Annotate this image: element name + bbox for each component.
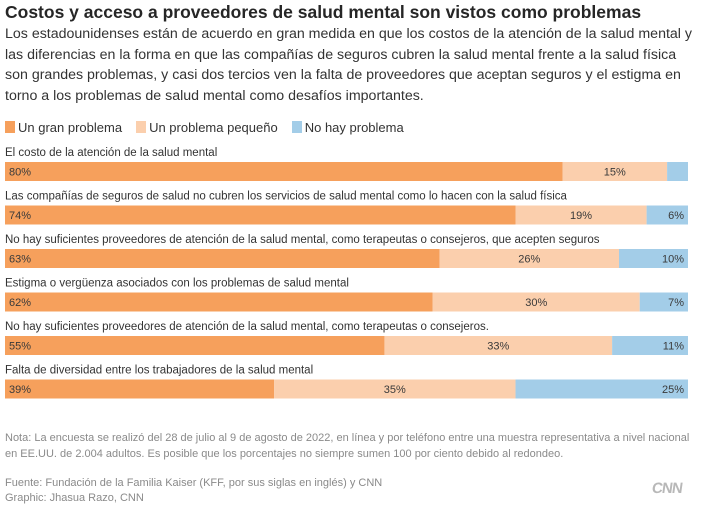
bar-segment-big	[5, 292, 433, 312]
legend-label: No hay problema	[304, 119, 404, 135]
bar-segment-none	[619, 249, 688, 268]
graphic-credit: Graphic: Jhasua Razo, CNN	[5, 491, 144, 504]
data-label: 25%	[662, 384, 684, 396]
bar-segment-big	[5, 205, 516, 225]
bar-segment-small	[384, 336, 613, 355]
bar-segment-none	[639, 292, 688, 312]
row-label: El costo de la atención de la salud ment…	[5, 147, 217, 159]
row-label: Las compañías de seguros de salud no cub…	[5, 191, 568, 203]
bar-segment-none	[612, 336, 688, 355]
data-label: 80%	[9, 167, 31, 179]
bar-segment-none	[667, 162, 688, 181]
data-label: 10%	[662, 254, 684, 266]
legend: Un gran problema Un problema pequeño No …	[5, 118, 418, 136]
bar-segment-small	[274, 379, 516, 399]
chart-title: Costos y acceso a proveedores de salud m…	[5, 2, 642, 22]
data-label: 7%	[668, 297, 684, 309]
bar-segment-small	[432, 292, 640, 312]
bar-segment-small	[439, 249, 620, 268]
bar-segment-none	[646, 205, 688, 225]
data-label: 30%	[525, 297, 547, 309]
row-label: No hay suficientes proveedores de atenci…	[5, 234, 600, 246]
legend-label: Un problema pequeño	[149, 119, 278, 135]
bar-segment-big	[5, 379, 275, 399]
data-label: 6%	[668, 210, 684, 222]
data-label: 19%	[570, 210, 592, 222]
source-block: Fuente: Fundación de la Familia Kaiser (…	[5, 476, 565, 505]
row-label: Estigma o vergüenza asociados con los pr…	[5, 278, 349, 290]
footnote: Nota: La encuesta se realizó del 28 de j…	[5, 432, 690, 460]
data-label: 74%	[9, 210, 31, 222]
data-label: 33%	[487, 341, 509, 353]
legend-item-no-problem: No hay problema	[291, 119, 404, 135]
row-label: No hay suficientes proveedores de atenci…	[5, 321, 489, 333]
legend-label: Un gran problema	[18, 119, 123, 135]
data-label: 11%	[663, 341, 684, 353]
legend-swatch	[291, 121, 302, 133]
legend-item-big-problem: Un gran problema	[5, 120, 122, 135]
bar-segment-small	[515, 205, 647, 225]
data-label: 55%	[9, 341, 31, 353]
source-text: Fuente: Fundación de la Familia Kaiser (…	[5, 477, 383, 489]
chart-subtitle: Los estadounidenses están de acuerdo en …	[5, 26, 692, 104]
cnn-logo: CNN	[650, 480, 684, 497]
bar-segment-big	[5, 162, 563, 181]
bar-segment-big	[5, 249, 440, 268]
legend-swatch	[136, 121, 147, 133]
data-label: 35%	[384, 384, 406, 396]
data-label: 26%	[518, 254, 540, 266]
stacked-bar-chart: El costo de la atención de la salud ment…	[5, 147, 688, 399]
data-label: 39%	[9, 384, 31, 396]
row-label: Falta de diversidad entre los trabajador…	[5, 365, 313, 377]
data-label: 62%	[9, 297, 31, 309]
legend-swatch	[5, 121, 15, 133]
legend-item-small-problem: Un problema pequeño	[136, 120, 278, 135]
data-label: 63%	[9, 254, 31, 266]
bar-segment-big	[5, 336, 385, 355]
bar-segment-small	[562, 162, 668, 181]
bar-segment-none	[515, 379, 688, 399]
data-label: 15%	[604, 167, 626, 179]
